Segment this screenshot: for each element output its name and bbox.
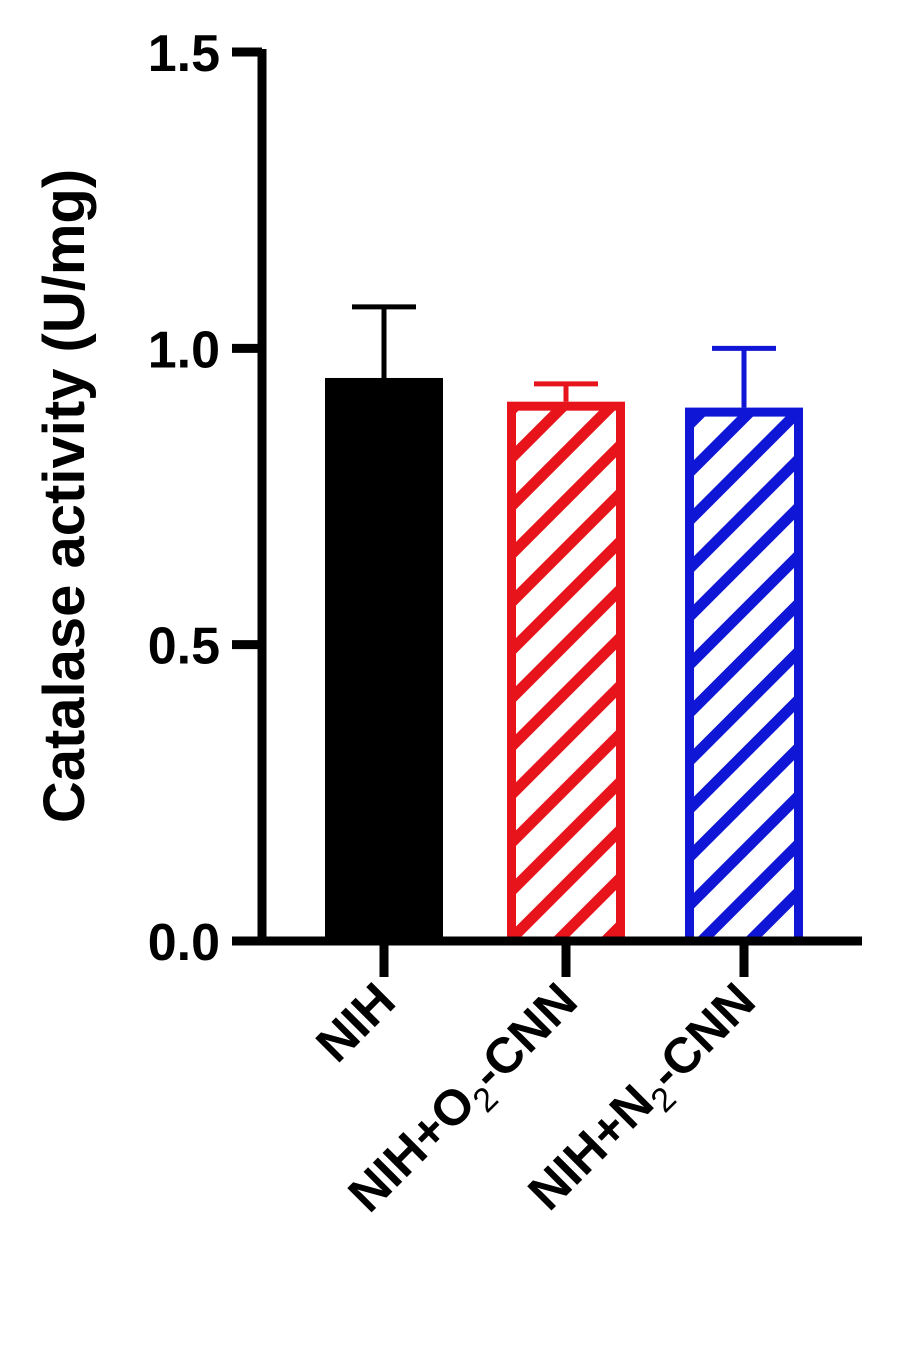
- bar-2: [507, 401, 625, 946]
- bar-1: [325, 377, 443, 946]
- error-bar-2: [534, 381, 598, 402]
- y-tick-label-1: 0.5: [148, 618, 220, 676]
- bar-3: [685, 407, 803, 946]
- y-axis-title: Catalase activity (U/mg): [32, 169, 97, 823]
- error-bar-3: [712, 345, 776, 408]
- y-tick-label-3: 1.5: [148, 25, 220, 83]
- y-tick-label-0: 0.0: [148, 914, 220, 972]
- x-category-label-1: NIH: [305, 972, 405, 1072]
- y-tick-label-2: 1.0: [148, 321, 220, 379]
- error-bar-1: [352, 304, 416, 378]
